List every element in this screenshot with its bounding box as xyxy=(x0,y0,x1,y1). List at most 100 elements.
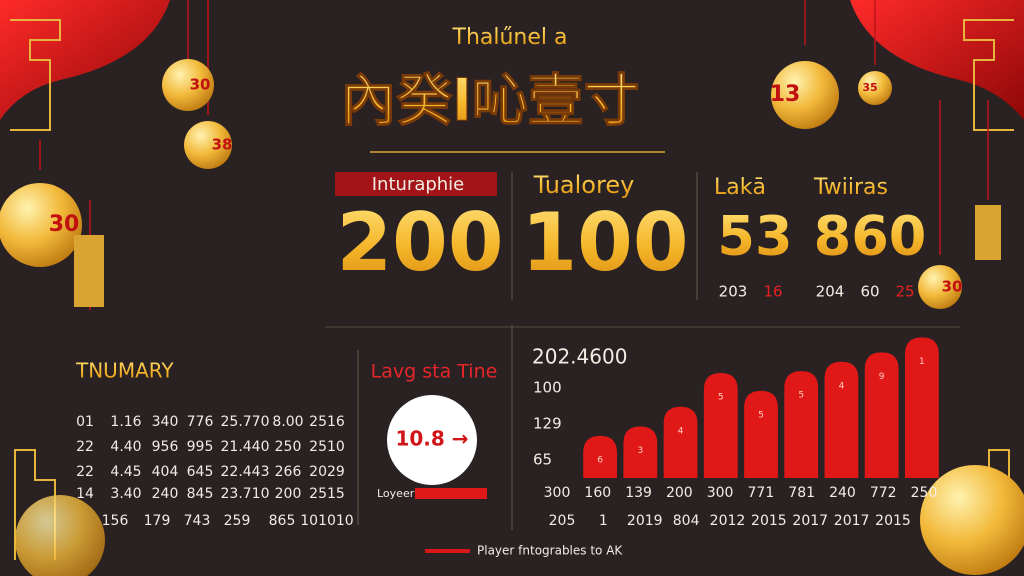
average-bar xyxy=(415,488,487,499)
table-cell: 956 xyxy=(152,439,179,455)
title: 內癸l吣壹寸 xyxy=(340,69,639,134)
stat-value: 860 xyxy=(814,205,927,268)
x-label: 781 xyxy=(788,485,815,501)
bar-tag: 4 xyxy=(678,426,684,436)
x-label: 2012 xyxy=(710,513,746,529)
table-footer-cell: 101010 xyxy=(300,513,353,529)
bar xyxy=(784,371,819,478)
bar xyxy=(904,337,939,478)
table-cell: 2510 xyxy=(309,439,345,455)
tassel xyxy=(74,235,104,307)
ornament-number: 30 xyxy=(190,76,211,94)
ornament xyxy=(918,265,962,309)
ornaments: 30 38 30 13 35 30 xyxy=(0,59,1024,576)
ornament-number: 13 xyxy=(770,82,801,107)
summary-title: TNUMARY xyxy=(75,359,174,383)
table-cell: 3.40 xyxy=(110,486,141,502)
bar-tag: 4 xyxy=(839,381,845,391)
table-cell: 25.770 xyxy=(221,414,270,430)
x-label: 250 xyxy=(911,485,938,501)
small-number: 203 xyxy=(719,283,748,301)
x-label: 804 xyxy=(673,513,700,529)
curtain xyxy=(0,0,170,120)
table-footer-cell: 865 xyxy=(269,513,296,529)
bar xyxy=(623,426,658,478)
side-label: 100 xyxy=(533,379,562,397)
table-cell: 23.710 xyxy=(221,486,270,502)
table-cell: 2029 xyxy=(309,464,345,480)
x-label: 2017 xyxy=(834,513,870,529)
ornament xyxy=(920,465,1024,575)
x-label: 2015 xyxy=(875,513,911,529)
summary-table: 01 1.16 340 776 25.770 8.00 2516 22 4.40 956 995 21… xyxy=(76,414,354,529)
table-cell: 240 xyxy=(152,486,179,502)
bar-tag: 3 xyxy=(637,446,643,456)
bar-tag: 5 xyxy=(798,391,804,401)
ornament xyxy=(858,71,892,105)
x-label: 2017 xyxy=(792,513,828,529)
bar-tag: 5 xyxy=(758,410,764,420)
ornament xyxy=(0,183,82,267)
average-circle xyxy=(387,395,477,485)
label-box xyxy=(335,172,497,196)
bar xyxy=(824,361,859,478)
table-cell: 995 xyxy=(187,439,214,455)
stat-label: Lakā xyxy=(714,175,766,200)
stat-label: Inturaphie xyxy=(372,174,465,195)
bar xyxy=(583,435,618,478)
legend-label: Player fntogrables to AK xyxy=(477,544,623,558)
table-cell: 22 xyxy=(76,439,94,455)
chart-title: 202.4600 xyxy=(532,345,627,369)
x-label: 240 xyxy=(829,485,856,501)
x-label: 205 xyxy=(549,513,576,529)
curtain xyxy=(850,0,1024,120)
bar xyxy=(864,352,899,478)
bar-tag: 1 xyxy=(919,357,925,367)
table-cell: 8.00 xyxy=(272,414,303,430)
small-number: 16 xyxy=(763,283,782,301)
average-label: Loyeer xyxy=(377,487,415,500)
stat-value: 200 xyxy=(337,196,504,289)
table-cell: 845 xyxy=(187,486,214,502)
table-cell: 776 xyxy=(187,414,214,430)
side-label: 65 xyxy=(533,451,552,469)
stat-value: 100 xyxy=(522,196,689,289)
table-footer-cell: 179 xyxy=(144,513,171,529)
average-value: 10.8 → xyxy=(395,427,468,451)
x-label: 771 xyxy=(748,485,775,501)
small-number: 204 xyxy=(816,283,845,301)
ornament xyxy=(15,495,105,576)
bar xyxy=(663,406,698,478)
table-cell: 22.443 xyxy=(221,464,270,480)
table-cell: 22 xyxy=(76,464,94,480)
x-label: 200 xyxy=(666,485,693,501)
ornament-number: 38 xyxy=(212,136,233,154)
table-cell: 4.40 xyxy=(110,439,141,455)
table-footer-cell: 156 xyxy=(102,513,129,529)
ornament-number: 35 xyxy=(862,81,877,94)
x-label: 2015 xyxy=(751,513,787,529)
ornament-number: 30 xyxy=(49,212,80,237)
table-cell: 1.16 xyxy=(110,414,141,430)
bar-tag: 6 xyxy=(597,455,603,465)
strings xyxy=(39,0,989,310)
ornament xyxy=(162,59,214,111)
table-cell: 2516 xyxy=(309,414,345,430)
table-cell: 4.45 xyxy=(110,464,141,480)
table-footer-cell: 259 xyxy=(224,513,251,529)
ornament-number: 30 xyxy=(942,278,963,296)
table-cell: 250 xyxy=(275,439,302,455)
bar-tag: 9 xyxy=(879,372,885,382)
subtitle: Thalűnel a xyxy=(452,25,568,50)
tassel xyxy=(975,205,1001,260)
stat-value: 53 xyxy=(717,205,792,268)
ornament xyxy=(771,61,839,129)
x-label: 300 xyxy=(707,485,734,501)
table-cell: 2515 xyxy=(309,486,345,502)
ornament xyxy=(184,121,232,169)
average-title: Lavg sta Tine xyxy=(371,361,498,383)
table-cell: 01 xyxy=(76,414,94,430)
x-label: 2019 xyxy=(627,513,663,529)
bar xyxy=(703,373,738,478)
